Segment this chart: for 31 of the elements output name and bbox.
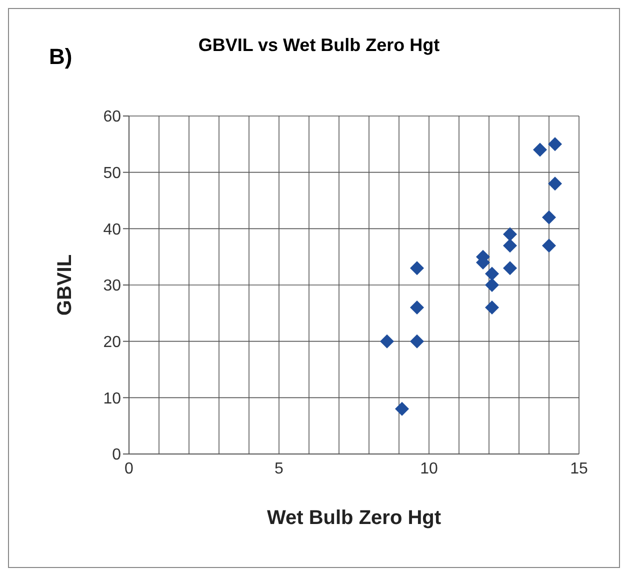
point — [548, 137, 562, 152]
x-tick-label: 5 — [274, 460, 284, 478]
x-tick-label: 0 — [124, 460, 134, 478]
point — [542, 238, 556, 253]
y-tick-label: 50 — [103, 165, 122, 182]
chart-title: GBVIL vs Wet Bulb Zero Hgt — [197, 35, 441, 56]
point — [485, 266, 499, 281]
point — [395, 402, 409, 416]
y-tick-label: 20 — [103, 334, 122, 352]
text: B) — [49, 44, 72, 70]
x-tick-label: 10 — [420, 460, 438, 478]
point — [542, 210, 556, 224]
point — [380, 334, 394, 348]
point — [548, 176, 562, 191]
point — [485, 300, 499, 315]
point — [503, 227, 517, 242]
point — [503, 261, 517, 276]
y-tick-label: 40 — [103, 221, 122, 238]
y-tick-label: 0 — [112, 446, 122, 464]
x-tick-label: 15 — [570, 460, 588, 478]
point — [503, 238, 517, 253]
point — [410, 334, 424, 348]
y-tick-label: 10 — [103, 390, 122, 408]
point — [410, 261, 424, 276]
point — [485, 278, 499, 292]
x-axis-title: Wet Bulb Zero Hgt — [266, 507, 442, 529]
y-tick-label: 30 — [103, 278, 122, 295]
point — [410, 300, 424, 315]
y-tick-label: 60 — [103, 108, 122, 126]
y-axis-title: GBVIL — [54, 254, 76, 316]
point — [533, 142, 547, 157]
